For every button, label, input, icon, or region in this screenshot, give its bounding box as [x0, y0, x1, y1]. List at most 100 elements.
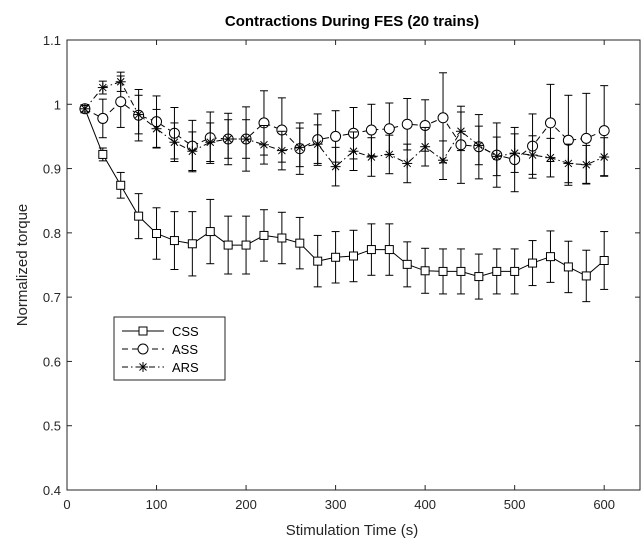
ars-point: [133, 109, 144, 120]
ass-point: [97, 112, 109, 124]
css-point: [528, 258, 538, 268]
ars-point: [366, 152, 377, 162]
legend-marker-ass: [137, 343, 149, 355]
css-point: [116, 180, 126, 190]
x-tick-label: 0: [63, 497, 70, 512]
series-layer: [79, 71, 610, 303]
css-point: [223, 240, 233, 250]
css-point: [366, 245, 376, 255]
ars-point: [402, 158, 413, 169]
ars-point: [384, 149, 395, 160]
css-point: [187, 239, 197, 249]
css-point: [277, 233, 287, 243]
y-tick-label: 0.5: [43, 419, 61, 434]
y-tick-label: 0.6: [43, 354, 61, 369]
legend-label-css: CSS: [172, 324, 199, 339]
ars-point: [223, 134, 234, 144]
css-point: [241, 240, 251, 250]
x-tick-label: 400: [414, 497, 436, 512]
ars-point: [97, 82, 108, 93]
ass-point: [580, 132, 592, 144]
x-tick-label: 200: [235, 497, 257, 512]
ars-point: [438, 155, 449, 166]
series-ars: [79, 71, 610, 187]
y-tick-label: 0.9: [43, 162, 61, 177]
css-point: [492, 266, 502, 276]
legend-marker-ars: [138, 362, 148, 372]
css-point: [456, 266, 466, 276]
css-point: [205, 227, 215, 237]
ars-point: [563, 158, 574, 169]
ars-point: [241, 134, 252, 144]
legend-label-ass: ASS: [172, 342, 198, 357]
css-point: [474, 272, 484, 282]
ars-point: [312, 139, 323, 150]
legend-marker-css: [138, 326, 148, 336]
ass-point: [437, 112, 449, 124]
ars-point: [509, 148, 520, 159]
legend-box: [113, 316, 226, 381]
ars-point: [151, 123, 162, 134]
css-point: [384, 245, 394, 255]
ars-point: [420, 141, 431, 152]
ars-point: [599, 152, 610, 162]
ass-point: [598, 125, 610, 137]
ars-point: [169, 137, 180, 148]
css-point: [313, 256, 323, 266]
legend: CSS ASS ARS: [113, 316, 226, 381]
y-axis-label: Normalized torque: [14, 204, 31, 327]
ars-point: [115, 76, 126, 87]
ars-point: [581, 159, 592, 170]
ars-point: [545, 152, 556, 163]
css-point: [563, 262, 573, 272]
css-point: [152, 229, 162, 238]
x-tick-label: 500: [504, 497, 526, 512]
css-point: [438, 266, 448, 276]
css-point: [349, 251, 358, 261]
legend-item-ars: ARS: [122, 360, 199, 375]
css-point: [295, 238, 305, 248]
legend-label-ars: ARS: [172, 360, 199, 375]
ars-point: [187, 146, 198, 157]
css-point: [581, 271, 591, 281]
ars-point: [276, 145, 287, 156]
css-point: [510, 266, 520, 276]
axes: 0 100 200 300 400 500 600 0.4 0.5 0.6 0.7 0.8 0.9 1 1.…: [43, 33, 640, 512]
legend-item-ass: ASS: [122, 342, 198, 357]
ars-line: [84, 81, 605, 168]
css-point: [259, 230, 269, 240]
css-point: [98, 149, 108, 159]
y-tick-label: 1.1: [43, 33, 61, 48]
ars-point: [455, 126, 466, 137]
ass-point: [401, 118, 413, 130]
ass-point: [115, 96, 127, 108]
css-point: [402, 259, 412, 269]
x-tick-label: 300: [325, 497, 347, 512]
css-point: [169, 236, 179, 246]
x-tick-label: 100: [146, 497, 168, 512]
y-tick-label: 0.4: [43, 483, 61, 498]
ars-point: [527, 150, 538, 161]
ars-point: [205, 137, 216, 148]
chart-title: Contractions During FES (20 trains): [225, 13, 479, 30]
y-tick-label: 1: [54, 97, 61, 112]
y-tick-label: 0.8: [43, 226, 61, 241]
css-point: [599, 256, 609, 265]
ars-point: [294, 142, 305, 153]
ass-point: [383, 123, 395, 135]
y-tick-label: 0.7: [43, 290, 61, 305]
ars-point: [491, 151, 502, 162]
css-point: [420, 266, 430, 276]
ass-point: [330, 130, 342, 142]
ars-point: [473, 140, 484, 151]
ass-point: [365, 124, 377, 136]
series-css: [80, 104, 609, 303]
ars-point: [79, 103, 90, 114]
ass-point: [544, 117, 556, 129]
ars-point: [348, 146, 359, 157]
legend-item-css: CSS: [122, 324, 199, 339]
css-point: [545, 252, 555, 262]
css-point: [134, 211, 144, 221]
x-axis-label: Stimulation Time (s): [286, 522, 419, 539]
